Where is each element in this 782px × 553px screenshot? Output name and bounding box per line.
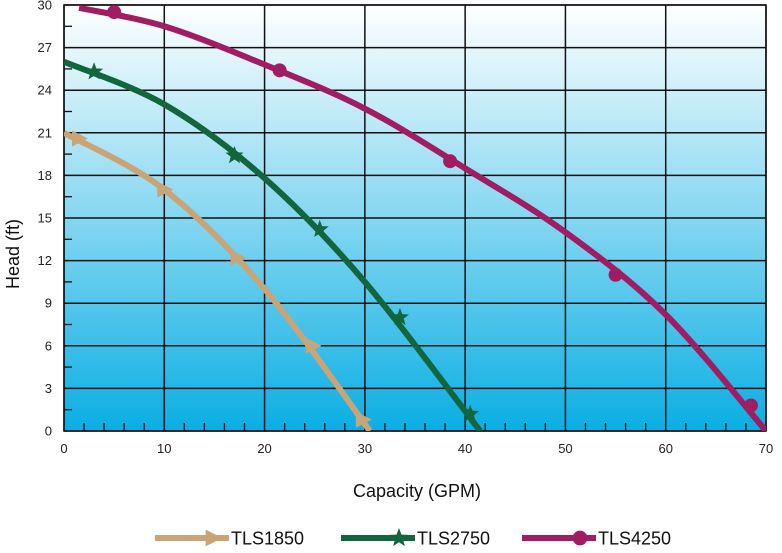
legend-label-tls4250: TLS4250 — [598, 529, 671, 549]
grid-layer — [63, 4, 767, 432]
series-layer — [64, 5, 766, 431]
legend-item-tls2750: TLS2750 — [341, 528, 490, 549]
marker-tls4250 — [443, 154, 458, 169]
legend-marker-tls2750 — [389, 528, 409, 547]
y-tick-label: 24 — [38, 83, 52, 98]
y-tick-label: 3 — [45, 381, 52, 396]
y-tick-label: 21 — [38, 125, 52, 140]
series-line-tls2750 — [64, 59, 483, 431]
marker-tls2750 — [461, 404, 480, 422]
marker-tls1850 — [305, 337, 322, 354]
marker-tls1850 — [72, 130, 89, 147]
legend-label-tls1850: TLS1850 — [231, 529, 304, 549]
marker-tls4250 — [107, 5, 122, 20]
y-tick-label: 0 — [45, 424, 52, 439]
x-tick-label: 40 — [458, 441, 472, 456]
plot-frame — [63, 4, 767, 432]
marker-tls2750 — [390, 307, 409, 326]
y-tick-label: 27 — [38, 40, 52, 55]
marker-tls2750 — [225, 146, 244, 164]
x-tick-label: 10 — [157, 441, 171, 456]
series-line-tls4250 — [78, 5, 766, 431]
marker-tls1850 — [355, 411, 372, 428]
y-axis-title: Head (ft) — [3, 219, 23, 289]
x-tick-label: 0 — [60, 441, 67, 456]
marker-tls2750 — [310, 219, 329, 238]
legend-marker-tls4250 — [572, 530, 588, 546]
marker-tls1850 — [157, 181, 174, 198]
legend-marker-tls1850 — [205, 529, 223, 547]
tick-label-layer: 0 10 20 30 40 50 60 70 0 3 6 9 12 15 18 21 24 27 30 — [38, 0, 774, 456]
x-tick-label: 20 — [257, 441, 271, 456]
x-axis-title: Capacity (GPM) — [353, 481, 481, 501]
y-tick-label: 12 — [38, 253, 52, 268]
x-tick-label: 70 — [759, 441, 773, 456]
y-tick-label: 18 — [38, 168, 52, 183]
legend: TLS1850 TLS2750 TLS4250 — [155, 528, 671, 549]
legend-item-tls4250: TLS4250 — [522, 529, 671, 549]
y-tick-label: 9 — [45, 296, 52, 311]
y-tick-label: 15 — [38, 211, 52, 226]
x-tick-label: 30 — [358, 441, 372, 456]
y-tick-label: 30 — [38, 0, 52, 13]
marker-layer — [72, 5, 758, 428]
x-tick-label: 60 — [658, 441, 672, 456]
marker-tls4250 — [743, 398, 758, 413]
marker-tls4250 — [608, 267, 623, 282]
series-line-tls1850 — [64, 130, 373, 431]
marker-tls4250 — [272, 63, 287, 78]
marker-tls1850 — [230, 249, 247, 266]
legend-item-tls1850: TLS1850 — [155, 529, 304, 549]
marker-tls2750 — [85, 62, 104, 80]
y-tick-label: 6 — [45, 338, 52, 353]
legend-label-tls2750: TLS2750 — [417, 529, 490, 549]
x-tick-label: 50 — [558, 441, 572, 456]
